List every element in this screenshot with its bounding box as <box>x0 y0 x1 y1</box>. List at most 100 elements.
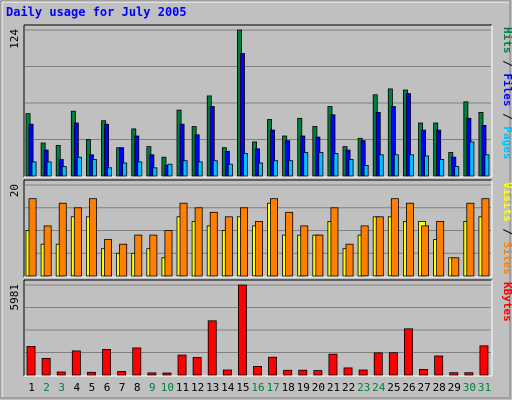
bar-pages-day-6 <box>107 167 112 177</box>
bar-kbytes-day-30 <box>464 372 474 376</box>
bar-pages-day-25 <box>393 154 399 177</box>
x-tick-label-day-1: 1 <box>28 381 35 394</box>
bar-files-day-15 <box>239 53 245 177</box>
x-tick-label-day-6: 6 <box>104 381 111 394</box>
legend-item: Sites <box>501 242 512 275</box>
bar-sites-day-3 <box>58 202 67 277</box>
bar-kbytes-day-29 <box>449 372 459 376</box>
bar-sites-day-19 <box>300 225 309 277</box>
bar-sites-day-12 <box>194 207 203 277</box>
x-tick-label-day-16: 16 <box>251 381 264 394</box>
x-tick-label-day-24: 24 <box>372 381 386 394</box>
x-tick-label-day-18: 18 <box>282 381 295 394</box>
x-tick-label-day-21: 21 <box>327 381 340 394</box>
bar-sites-day-30 <box>466 202 475 277</box>
bar-pages-day-14 <box>227 163 233 177</box>
bar-pages-day-1 <box>31 161 37 177</box>
bar-sites-day-23 <box>360 225 369 277</box>
bar-sites-day-13 <box>209 211 218 277</box>
x-tick-label-day-2: 2 <box>43 381 50 394</box>
bar-sites-day-2 <box>43 225 52 277</box>
legend-item: KBytes <box>501 282 512 322</box>
bar-sites-day-1 <box>28 198 37 277</box>
bar-kbytes-day-9 <box>147 372 157 376</box>
bar-sites-day-29 <box>451 257 460 277</box>
x-tick-label-day-28: 28 <box>433 381 446 394</box>
bar-pages-day-21 <box>333 153 339 177</box>
legend-visits: Visits / Sites <box>501 182 512 275</box>
legend-kbytes: KBytes <box>501 282 512 322</box>
bar-sites-day-28 <box>436 220 445 277</box>
bar-kbytes-day-24 <box>373 352 383 376</box>
legend-separator: / <box>501 107 512 127</box>
bar-pages-day-31 <box>484 154 490 177</box>
bar-sites-day-21 <box>330 207 339 277</box>
y-axis-max-label: 5981 <box>8 284 21 311</box>
bar-kbytes-day-31 <box>479 345 489 376</box>
bar-sites-day-15 <box>239 207 248 277</box>
bar-pages-day-26 <box>408 154 414 177</box>
bar-sites-day-14 <box>224 216 233 277</box>
x-tick-label-day-17: 17 <box>266 381 279 394</box>
bar-files-day-8 <box>134 135 140 177</box>
x-tick-label-day-10: 10 <box>161 381 174 394</box>
x-tick-label-day-25: 25 <box>387 381 400 394</box>
bar-pages-day-11 <box>182 160 188 177</box>
legend-item: Files <box>501 73 512 106</box>
bar-files-day-18 <box>285 140 291 177</box>
x-axis-labels: 1 2 3 4 5 6 7 8 9 10 11 12 13 14 15 16 17 18 19 20 21 22 23 24 2… <box>28 381 491 394</box>
bar-pages-day-20 <box>318 152 324 177</box>
bar-kbytes-day-11 <box>177 354 187 376</box>
x-tick-label-day-26: 26 <box>402 381 415 394</box>
bar-kbytes-day-8 <box>132 347 142 376</box>
bar-files-day-27 <box>421 129 426 177</box>
x-tick-label-day-22: 22 <box>342 381 355 394</box>
chart-panels: 124 Hits / Files / Pages 20 Visits / Sites 5… <box>8 24 512 377</box>
bar-pages-day-17 <box>273 160 278 177</box>
legend-item: Visits <box>501 182 512 222</box>
bar-sites-day-25 <box>390 198 399 277</box>
bar-kbytes-day-13 <box>207 320 217 376</box>
bar-sites-day-6 <box>104 239 112 277</box>
bar-kbytes-day-26 <box>403 328 413 376</box>
y-axis-max-label: 124 <box>8 29 21 49</box>
bar-pages-day-3 <box>61 166 67 177</box>
bar-sites-day-7 <box>119 243 128 277</box>
bar-sites-day-22 <box>345 243 354 277</box>
bar-files-day-25 <box>390 106 396 177</box>
bar-kbytes-day-20 <box>313 370 323 376</box>
bar-kbytes-day-16 <box>253 365 263 376</box>
bar-sites-day-11 <box>179 202 188 277</box>
bar-kbytes-day-12 <box>192 357 202 376</box>
x-tick-label-day-4: 4 <box>73 381 80 394</box>
bar-kbytes-day-7 <box>117 371 127 376</box>
legend-usage: Hits / Files / Pages <box>501 27 512 160</box>
bar-files-day-16 <box>255 148 260 177</box>
bar-sites-day-8 <box>134 234 143 277</box>
bar-kbytes-day-14 <box>222 369 232 376</box>
bar-kbytes-day-19 <box>298 369 308 376</box>
bar-kbytes-day-27 <box>419 368 429 376</box>
bar-kbytes-day-2 <box>41 357 51 376</box>
bar-pages-day-18 <box>288 160 294 177</box>
x-tick-label-day-30: 30 <box>463 381 476 394</box>
bar-files-day-6 <box>104 123 109 177</box>
x-tick-label-day-15: 15 <box>236 381 249 394</box>
bar-sites-day-5 <box>89 198 97 277</box>
bar-pages-day-28 <box>439 159 445 177</box>
x-tick-label-day-7: 7 <box>119 381 126 394</box>
bar-files-day-12 <box>194 134 200 177</box>
bar-pages-day-9 <box>152 167 158 177</box>
bar-kbytes-day-6 <box>102 348 112 376</box>
bar-pages-day-19 <box>303 152 309 177</box>
legend-separator: / <box>501 222 512 242</box>
bar-files-day-28 <box>436 129 442 177</box>
bar-sites-day-26 <box>405 202 414 277</box>
x-tick-label-day-13: 13 <box>206 381 219 394</box>
bar-files-day-31 <box>481 125 487 177</box>
bar-files-day-9 <box>149 154 155 177</box>
bar-sites-day-10 <box>164 230 173 277</box>
chart-title: Daily usage for July 2005 <box>6 5 187 19</box>
